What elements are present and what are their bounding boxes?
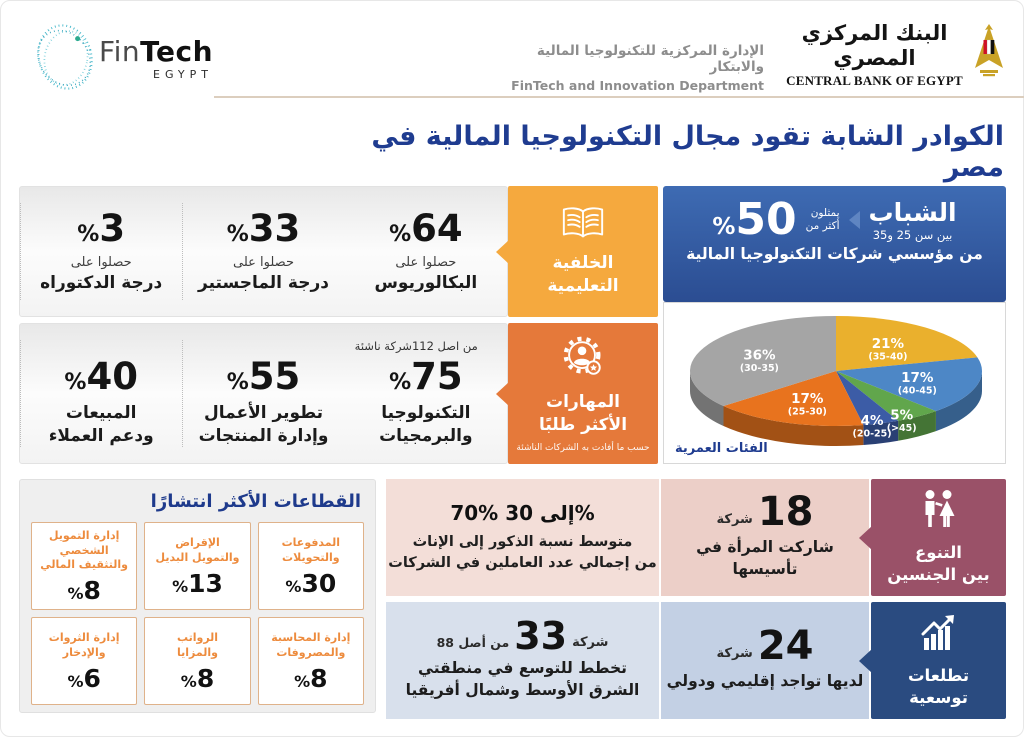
- skills-label-line2: الأكثر طلبًا: [538, 415, 628, 435]
- sector-wealth: إدارة الثروات والإدخار %6: [31, 617, 138, 705]
- fintech-egypt-logo: FinTech EGYPT: [35, 19, 213, 99]
- gear-person-icon: [560, 334, 606, 384]
- sectors-panel: القطاعات الأكثر انتشارًا المدفوعات والتحو…: [19, 479, 376, 713]
- department-text: الإدارة المركزية للتكنولوجيا المالية وال…: [499, 43, 764, 93]
- gender-founded-caption: شاركت المرأة في تأسيسها: [696, 537, 834, 578]
- department-name-ar: الإدارة المركزية للتكنولوجيا المالية وال…: [536, 43, 764, 75]
- pointer-notch: [859, 525, 872, 550]
- education-label-line2: التعليمية: [547, 276, 619, 296]
- stat-caption: المبيعات ودعم العملاء: [48, 403, 154, 446]
- header-divider: [214, 96, 1024, 98]
- skills-label-box: المهارات الأكثر طلبًا حسب ما أفادت به ال…: [496, 323, 658, 464]
- plan-count: 33: [514, 613, 568, 658]
- youth-percentage: %50: [712, 194, 797, 246]
- education-stat-master: %33 حصلوا على درجة الماجستير: [182, 187, 344, 316]
- expansion-label-line2: توسعية: [909, 688, 968, 707]
- pointer-notch: [496, 239, 509, 264]
- gender-ratio-caption: متوسط نسبة الذكور إلى الإناث من إجمالي ع…: [388, 533, 657, 571]
- stat-caption: التكنولوجيا والبرمجيات: [379, 403, 473, 446]
- gender-ratio-value: 70% إلى 30%: [450, 500, 595, 525]
- svg-text:21%(35-40): 21% (35-40): [868, 336, 907, 363]
- cbe-name-en: CENTRAL BANK OF EGYPT: [786, 73, 963, 89]
- education-stat-bachelor: %64 حصلوا على البكالوريوس: [345, 187, 507, 316]
- svg-text:17%(25-30): 17% (25-30): [788, 391, 827, 418]
- cbe-name-ar: البنك المركزي المصري: [801, 21, 948, 71]
- youth-founders-box: الشباب بين سن 25 و35 يمثلون أكثر من %50 …: [663, 186, 1006, 315]
- stat-value: %75: [389, 355, 463, 399]
- sectors-title: القطاعات الأكثر انتشارًا: [150, 491, 361, 512]
- svg-text:36%(30-35): 36% (30-35): [740, 347, 779, 374]
- stat-pre-note: من اصل 112شركة ناشئة: [354, 339, 478, 354]
- companies-unit: شركة: [716, 645, 753, 661]
- gender-ratio-cell: 70% إلى 30% متوسط نسبة الذكور إلى الإناث…: [386, 479, 659, 596]
- stat-value: %55: [226, 355, 301, 399]
- fintech-name: FinTech: [99, 35, 213, 69]
- pointer-notch: [859, 648, 872, 673]
- education-label-line1: الخلفية: [552, 253, 614, 274]
- stat-caption: حصلوا على البكالوريوس: [374, 254, 478, 294]
- egypt-eagle-emblem-icon: [971, 24, 1007, 86]
- svg-text:5%(>45): 5% (>45): [887, 407, 917, 434]
- sector-payments: المدفوعات والتحويلات %30: [257, 522, 364, 610]
- gender-label-box: التنوع بين الجنسين: [859, 479, 1006, 596]
- expansion-plan-caption: تخطط للتوسع في منطقتي الشرق الأوسط وشمال…: [405, 658, 640, 699]
- sectors-grid: المدفوعات والتحويلات %30 الإقراض والتمويل …: [31, 522, 364, 705]
- svg-text:17%(40-45): 17% (40-45): [898, 370, 937, 397]
- sector-lending: الإقراض والتمويل البديل %13: [144, 522, 251, 610]
- central-bank-logo: البنك المركزي المصري CENTRAL BANK OF EGY…: [785, 21, 1007, 89]
- education-label-box: الخلفية التعليمية: [496, 186, 658, 317]
- stat-value: %40: [64, 355, 138, 399]
- growth-chart-icon: [916, 612, 962, 658]
- stat-caption: تطوير الأعمال وإدارة المنتجات: [198, 403, 329, 446]
- left-arrow-icon: [848, 211, 860, 230]
- age-pie-chart: 21% (35-40) 17% (40-45) 5% (>45)4% (20-25) 17%(…: [690, 316, 982, 447]
- page-title: الكوادر الشابة تقود مجال التكنولوجيا الم…: [371, 121, 1004, 183]
- gender-founded-cell: شركة 18 شاركت المرأة في تأسيسها: [661, 479, 869, 596]
- sector-accounting: إدارة المحاسبة والمصروفات %8: [257, 617, 364, 705]
- stat-caption: حصلوا على درجة الدكتوراه: [40, 254, 163, 294]
- skills-stat-business: %55 تطوير الأعمال وإدارة المنتجات: [182, 324, 344, 463]
- education-stat-phd: %3 حصلوا على درجة الدكتوراه: [20, 187, 182, 316]
- stat-value: %33: [226, 206, 301, 250]
- age-pie-chart-panel: 21% (35-40) 17% (40-45) 5% (>45) 4% (20-25) 17%(…: [663, 302, 1006, 464]
- skills-note: حسب ما أفادت به الشركات الناشئة: [516, 442, 650, 453]
- svg-text:4%(20-25): 4% (20-25): [853, 413, 892, 440]
- department-name-en: FinTech and Innovation Department: [511, 78, 764, 93]
- gender-label-line1: التنوع: [915, 542, 962, 562]
- founded-count: 18: [757, 488, 814, 535]
- presence-count: 24: [757, 622, 814, 669]
- skills-label-line1: المهارات: [546, 392, 620, 413]
- age-chart-label: الفئات العمرية: [675, 441, 768, 456]
- man-woman-icon: [916, 489, 962, 535]
- fintech-swirl-icon: [35, 19, 97, 99]
- open-book-icon: [560, 205, 606, 245]
- education-stats-panel: %64 حصلوا على البكالوريوس %33 حصلوا على …: [19, 186, 508, 317]
- pointer-notch: [496, 381, 509, 406]
- sector-payroll: الرواتب والمزايا %8: [144, 617, 251, 705]
- youth-heading-block: الشباب بين سن 25 و35: [869, 199, 957, 242]
- expansion-label-box: تطلعات توسعية: [859, 602, 1006, 719]
- plan-prefix: من أصل 88: [436, 634, 510, 650]
- skills-stats-panel: من اصل 112شركة ناشئة %75 التكنولوجيا وال…: [19, 323, 508, 464]
- youth-age-range: بين سن 25 و35: [872, 227, 953, 242]
- fintech-wordmark: FinTech EGYPT: [99, 35, 213, 81]
- stat-value: %3: [77, 206, 126, 250]
- skills-stat-technology: من اصل 112شركة ناشئة %75 التكنولوجيا وال…: [345, 324, 507, 463]
- youth-caption: من مؤسسي شركات التكنولوجيا المالية: [686, 244, 983, 263]
- skills-stat-sales: %40 المبيعات ودعم العملاء: [20, 324, 182, 463]
- youth-heading: الشباب: [868, 198, 957, 227]
- fintech-egypt-text: EGYPT: [153, 67, 213, 81]
- expansion-plan-cell: من أصل 88 33 شركة تخطط للتوسع في منطقتي …: [386, 602, 659, 719]
- gender-label-line2: بين الجنسين: [887, 565, 990, 584]
- stat-value: %64: [389, 206, 463, 250]
- companies-unit: شركة: [716, 511, 753, 527]
- expansion-label-line1: تطلعات: [907, 665, 970, 685]
- expansion-presence-caption: لديها تواجد إقليمي ودولي: [666, 671, 864, 690]
- sector-personal-finance: إدارة التمويل الشخصي والتثقيف المالي %8: [31, 522, 138, 610]
- youth-qualifier: يمثلون أكثر من: [805, 206, 840, 233]
- companies-unit: شركة: [572, 634, 609, 650]
- stat-caption: حصلوا على درجة الماجستير: [198, 254, 330, 294]
- expansion-presence-cell: شركة 24 لديها تواجد إقليمي ودولي: [661, 602, 869, 719]
